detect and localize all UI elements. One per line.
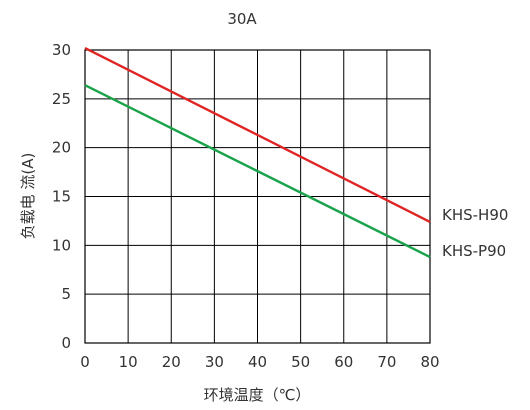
series-label: KHS-P90 (442, 242, 506, 260)
y-tick-label: 20 (52, 139, 71, 157)
x-tick-label: 60 (334, 353, 353, 371)
plot-frame (84, 49, 431, 344)
x-tick-label: 80 (420, 353, 439, 371)
series-label: KHS-H90 (442, 206, 508, 224)
y-tick-label: 30 (52, 41, 71, 59)
series-lines (84, 46, 431, 259)
x-tick-label: 20 (162, 353, 181, 371)
x-tick-label: 40 (248, 353, 267, 371)
y-tick-label: 0 (61, 334, 71, 352)
series-labels: KHS-H90 KHS-P90 (442, 206, 508, 260)
x-tick-label: 0 (80, 353, 90, 371)
y-tick-label: 10 (52, 236, 71, 254)
y-tick-label: 15 (52, 188, 71, 206)
x-tick-label: 50 (291, 353, 310, 371)
x-tick-label: 10 (119, 353, 138, 371)
x-tick-label: 30 (205, 353, 224, 371)
y-tick-label: 25 (52, 90, 71, 108)
grid (84, 49, 431, 344)
series-line-khs-h90 (84, 46, 431, 223)
x-tick-labels: 0 10 20 30 40 50 60 70 80 (80, 353, 439, 371)
chart-title: 30A (227, 10, 257, 28)
y-tick-label: 5 (61, 285, 71, 303)
x-axis-label: 环境温度（℃） (204, 386, 311, 404)
y-axis-label: 负载电 流(A) (19, 153, 37, 240)
series-line-khs-p90 (84, 84, 431, 259)
y-tick-labels: 0 5 10 15 20 25 30 (52, 41, 71, 352)
x-tick-label: 70 (377, 353, 396, 371)
